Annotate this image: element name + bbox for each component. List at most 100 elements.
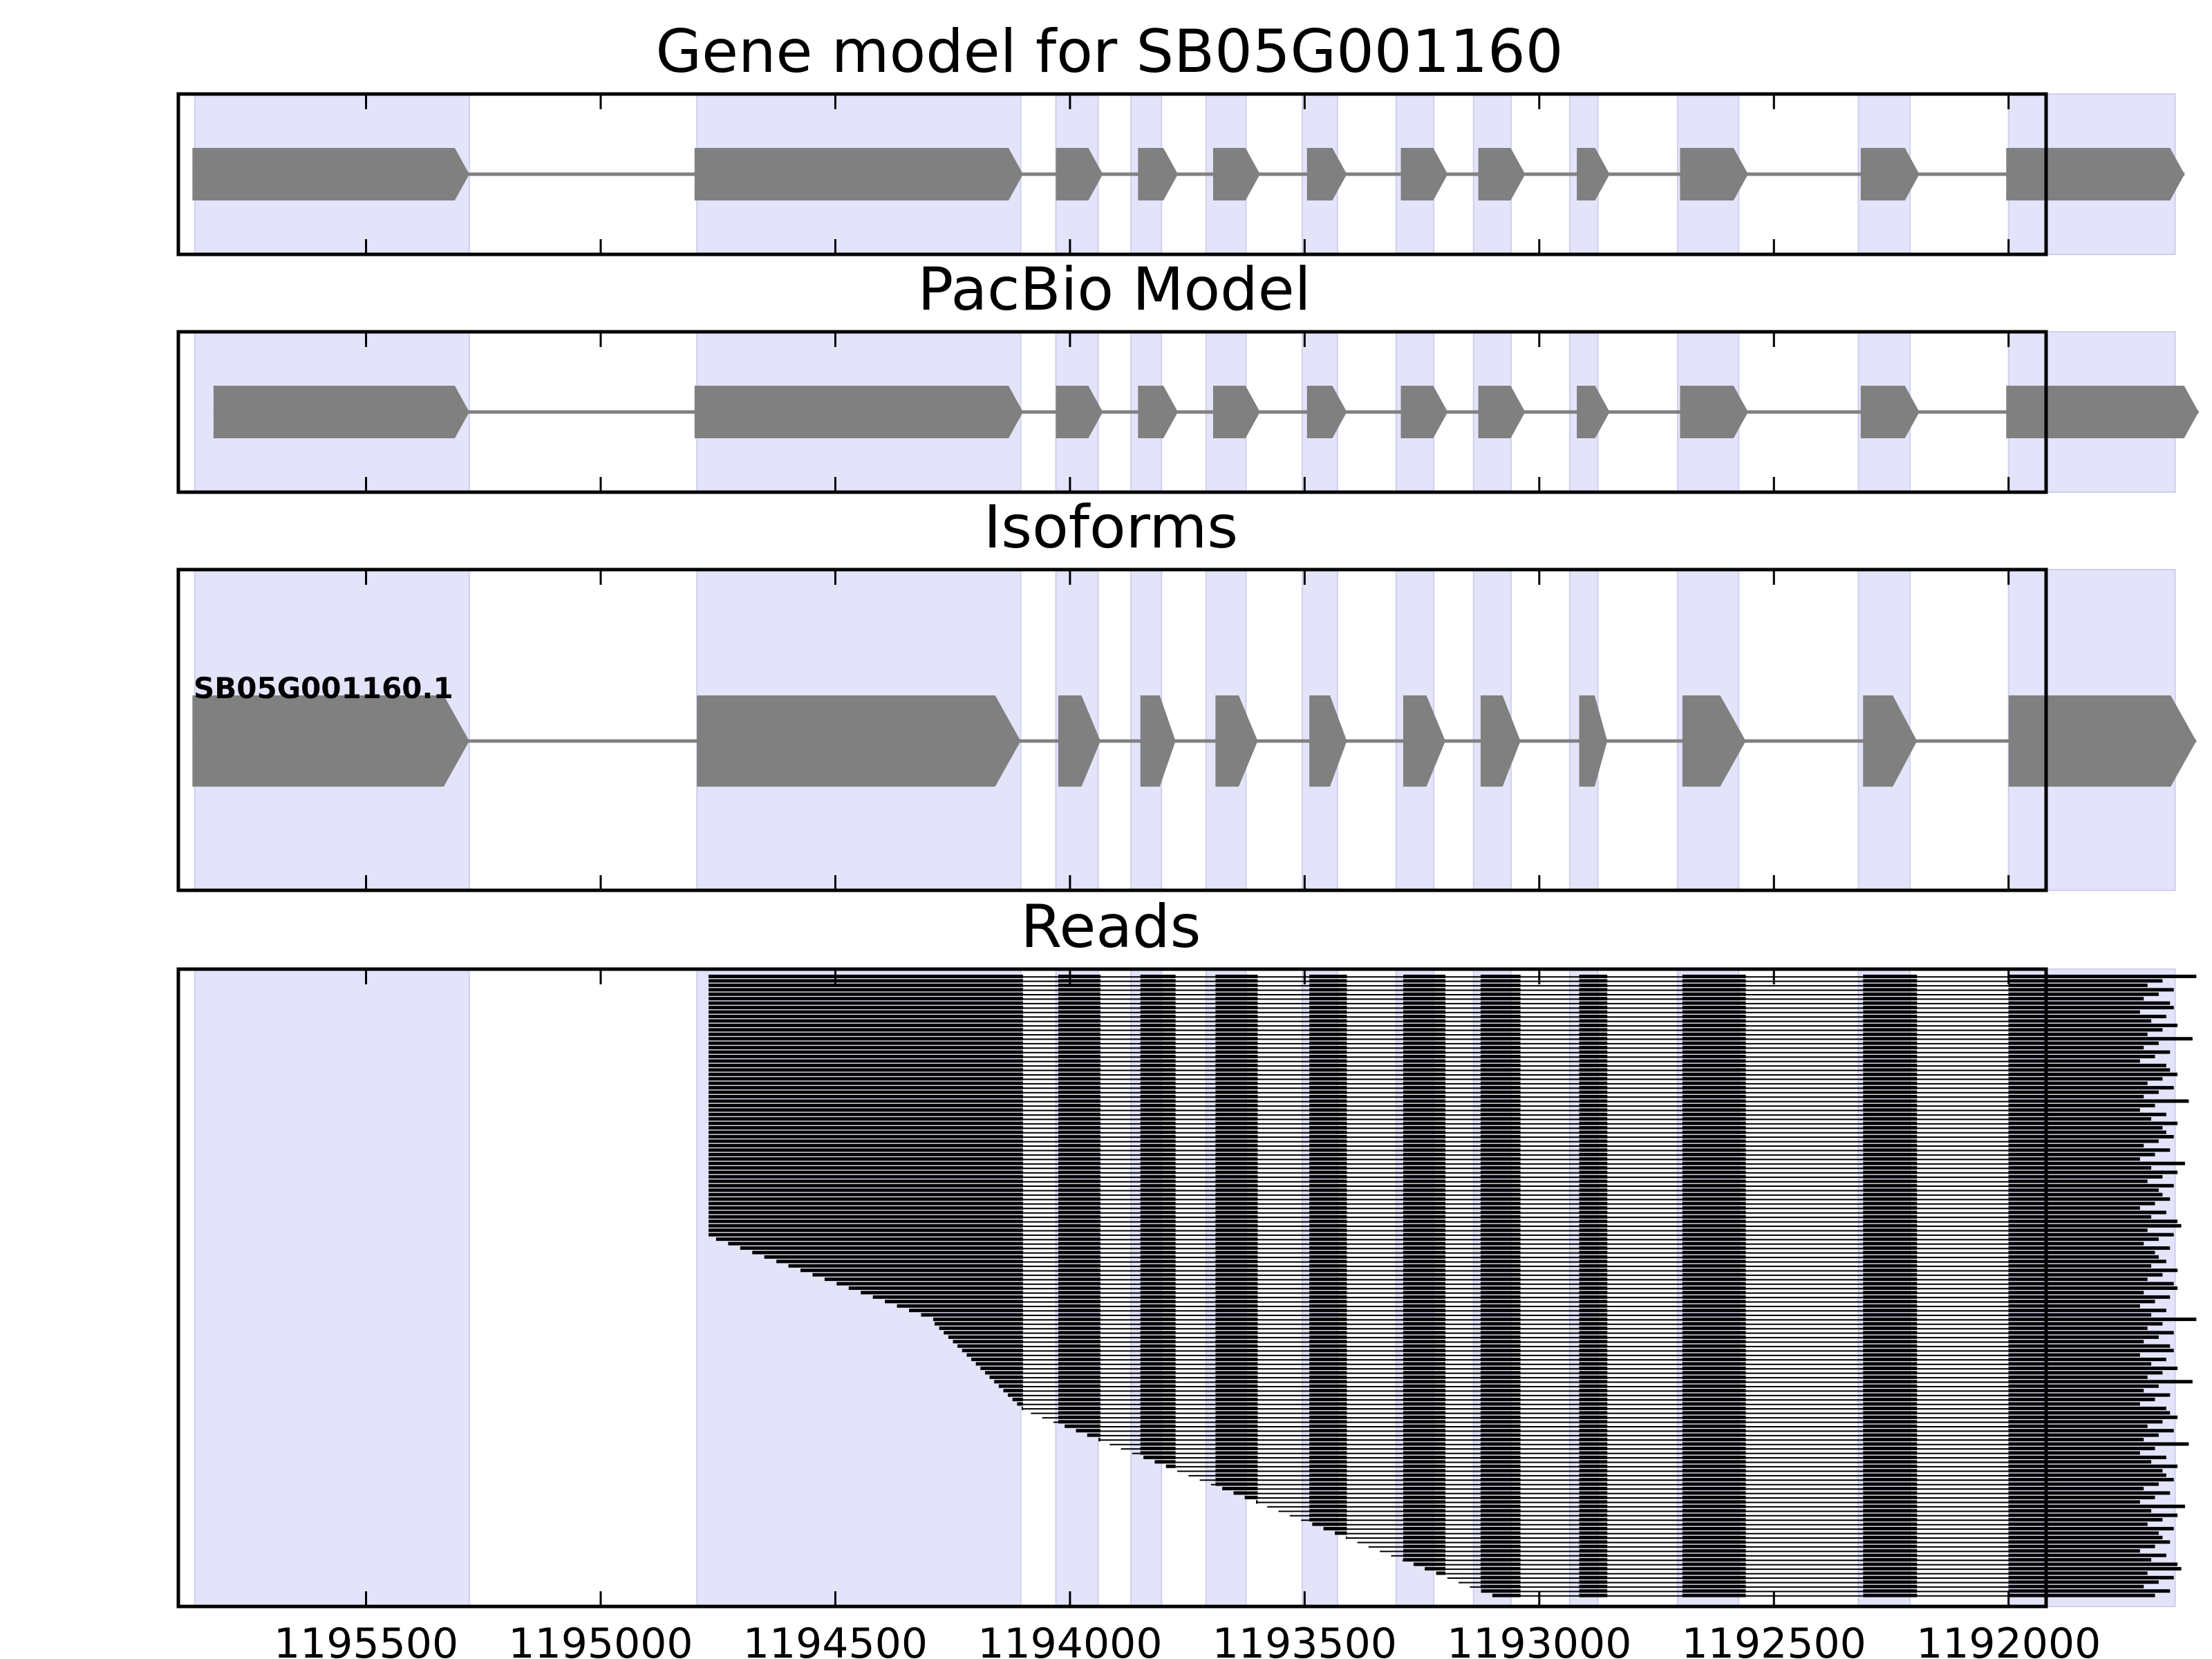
read-block (1863, 1068, 1918, 1072)
read-block (1579, 1232, 1608, 1237)
read-block (709, 1041, 1024, 1045)
read-block (1058, 1028, 1101, 1032)
read-block (1215, 1309, 1258, 1313)
read-block (1403, 1246, 1446, 1250)
read-block (1480, 1504, 1521, 1508)
read-block (1140, 1353, 1176, 1357)
read-block (1480, 1491, 1521, 1495)
read-block (1682, 1331, 1746, 1335)
read-block (1215, 1037, 1258, 1041)
read-block (2008, 1540, 2171, 1544)
read-block (1215, 1028, 1258, 1032)
read-block (1215, 1166, 1258, 1170)
read-block (2008, 1389, 2144, 1393)
read-block (2008, 1469, 2163, 1473)
read-block (1682, 1504, 1746, 1508)
read-block (709, 1006, 1024, 1010)
read-block (2008, 1112, 2166, 1116)
read-block (1480, 1197, 1521, 1201)
read-block (1480, 1041, 1521, 1045)
read-block (1323, 1526, 1347, 1530)
read-block (1140, 1148, 1176, 1152)
gene-model-ticks (365, 94, 2010, 254)
read-block (1480, 1358, 1521, 1362)
read-block (1682, 1081, 1746, 1085)
read-block (1309, 1197, 1347, 1201)
read-block (1309, 1455, 1347, 1459)
read-block (1579, 1295, 1608, 1299)
read-block (1480, 1446, 1521, 1450)
read-block (1682, 1072, 1746, 1076)
read-block (1140, 1429, 1176, 1433)
read-block (1579, 1522, 1608, 1526)
read-block (1863, 1549, 1918, 1553)
read-block (1403, 1358, 1446, 1362)
read-block (980, 1366, 1024, 1370)
read-block (709, 1134, 1024, 1138)
read-block (709, 1170, 1024, 1174)
read-block (1682, 1192, 1746, 1197)
read-block (1309, 1451, 1347, 1455)
read-block (2008, 1518, 2163, 1522)
isoforms-panel: SB05G001160.1 (176, 568, 2197, 892)
read-block (1682, 1433, 1746, 1437)
read-block (921, 1313, 1024, 1317)
read-block (1215, 1282, 1258, 1286)
read-block (1480, 988, 1521, 992)
read-block (1403, 1531, 1446, 1535)
read-block (1682, 1250, 1746, 1255)
read-block (1579, 1526, 1608, 1530)
read-block (1682, 1112, 1746, 1116)
read-block (1863, 1072, 1918, 1076)
read-block (1403, 992, 1446, 996)
read-block (1682, 1429, 1746, 1433)
read-block (1403, 1134, 1446, 1138)
read-block (2008, 997, 2144, 1001)
read-block (1058, 1050, 1101, 1054)
read-block (1682, 1442, 1746, 1446)
read-block (1403, 1353, 1446, 1357)
read-block (1682, 1584, 1746, 1588)
read-block (709, 1086, 1024, 1090)
read-block (1058, 1081, 1101, 1085)
read-block (1309, 1059, 1347, 1063)
read-block (1682, 1353, 1746, 1357)
read-block (1140, 1420, 1176, 1424)
read-block (1863, 1322, 1918, 1326)
read-block (1309, 1478, 1347, 1482)
read-block (1480, 1152, 1521, 1156)
read-block (1863, 1121, 1918, 1125)
read-block (1140, 1072, 1176, 1076)
read-block (1309, 1210, 1347, 1215)
read-block (1215, 1438, 1258, 1442)
read-block (1682, 1068, 1746, 1072)
read-block (1058, 1286, 1101, 1291)
read-block (1403, 1540, 1446, 1544)
read-block (1480, 1086, 1521, 1090)
read-block (1215, 1451, 1258, 1455)
read-block (1579, 1318, 1608, 1322)
read-block (1682, 1063, 1746, 1067)
read-block (2008, 1219, 2178, 1224)
read-block (1480, 1478, 1521, 1482)
read-block (1579, 1192, 1608, 1197)
read-block (2008, 1166, 2152, 1170)
read-block (1403, 1349, 1446, 1353)
read-block (1480, 1544, 1521, 1548)
read-block (1403, 1077, 1446, 1081)
read-block (1480, 1077, 1521, 1081)
read-block (1140, 1295, 1176, 1299)
read-block (1480, 1050, 1521, 1054)
read-block (1140, 1384, 1176, 1388)
read-block (1140, 1077, 1176, 1081)
read-block (1579, 1224, 1608, 1228)
read-block (1579, 1054, 1608, 1058)
read-block (1058, 1415, 1101, 1419)
read-block (2008, 1300, 2155, 1304)
read-block (1579, 1558, 1608, 1562)
read-block (1058, 1331, 1101, 1335)
read-block (1140, 1183, 1176, 1188)
read-block (1140, 1032, 1176, 1036)
read-block (1140, 1255, 1176, 1259)
read-block (2008, 1393, 2171, 1397)
